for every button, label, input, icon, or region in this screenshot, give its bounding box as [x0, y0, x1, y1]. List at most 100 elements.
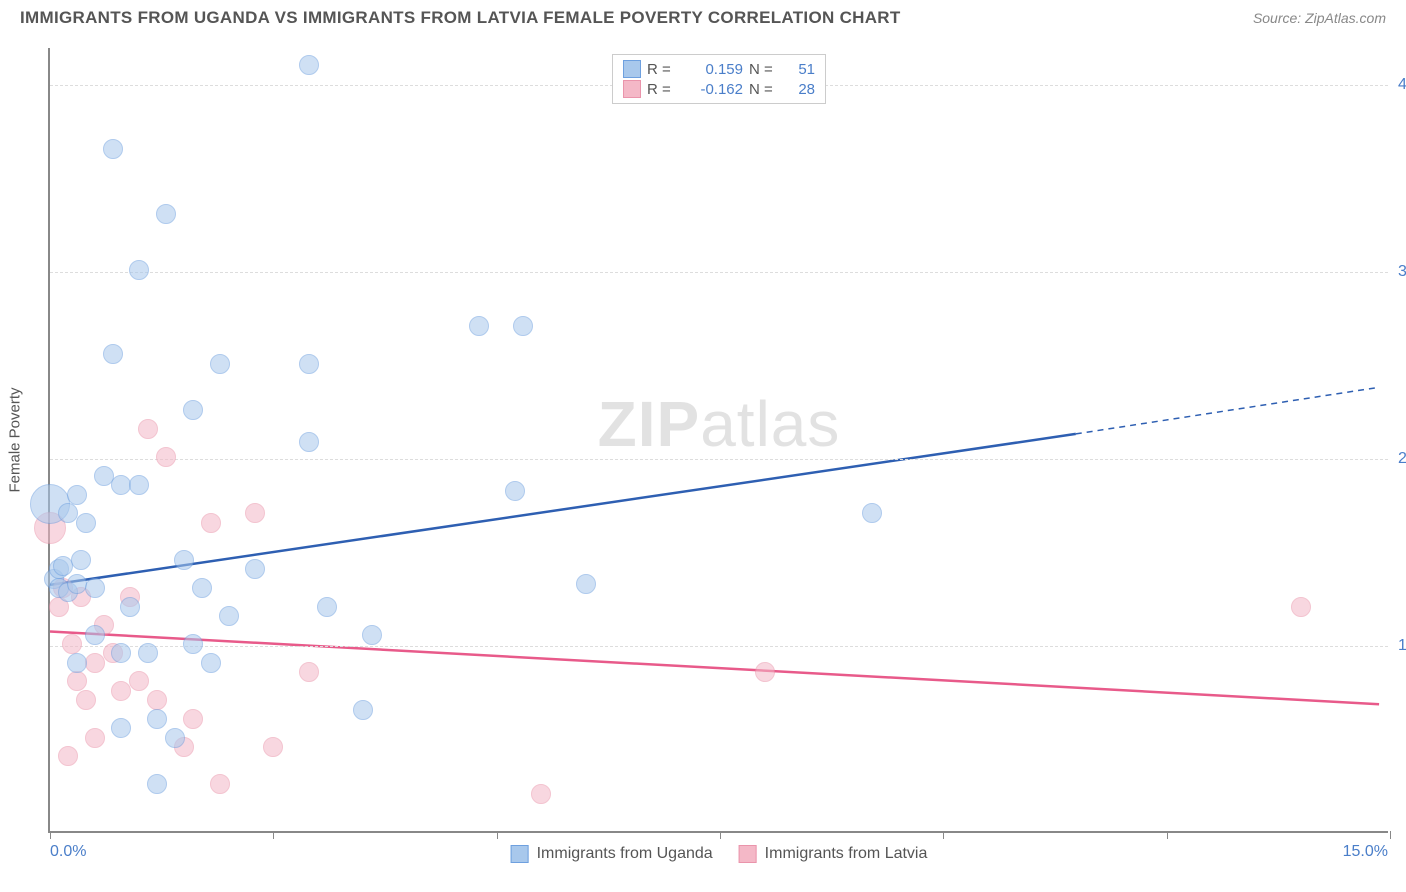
legend-stat-row: R = 0.159 N = 51: [623, 59, 815, 79]
scatter-point: [111, 643, 131, 663]
y-axis-label: Female Poverty: [7, 387, 24, 492]
gridline: [50, 646, 1388, 647]
scatter-point: [85, 578, 105, 598]
scatter-point: [129, 260, 149, 280]
scatter-point: [219, 606, 239, 626]
legend-series: Immigrants from Uganda Immigrants from La…: [511, 845, 928, 863]
legend-swatch: [739, 845, 757, 863]
x-tick: [720, 831, 721, 839]
source-label: Source: ZipAtlas.com: [1253, 10, 1386, 26]
x-tick-label: 15.0%: [1343, 843, 1388, 861]
scatter-point: [85, 728, 105, 748]
scatter-point: [103, 344, 123, 364]
scatter-point: [576, 574, 596, 594]
scatter-point: [165, 728, 185, 748]
scatter-point: [192, 578, 212, 598]
scatter-point: [174, 550, 194, 570]
scatter-point: [111, 718, 131, 738]
legend-swatch: [511, 845, 529, 863]
x-tick: [943, 831, 944, 839]
scatter-point: [505, 481, 525, 501]
scatter-point: [67, 574, 87, 594]
scatter-point: [138, 419, 158, 439]
scatter-point: [129, 475, 149, 495]
r-value: 0.159: [683, 61, 743, 78]
scatter-point: [67, 485, 87, 505]
chart-title: IMMIGRANTS FROM UGANDA VS IMMIGRANTS FRO…: [20, 8, 901, 28]
r-value: -0.162: [683, 81, 743, 98]
scatter-point: [299, 432, 319, 452]
scatter-point: [1291, 597, 1311, 617]
scatter-point: [138, 643, 158, 663]
legend-item: Immigrants from Latvia: [739, 845, 928, 863]
y-tick-label: 10.0%: [1398, 637, 1406, 655]
x-tick: [1390, 831, 1391, 839]
scatter-point: [245, 503, 265, 523]
n-value: 51: [785, 61, 815, 78]
scatter-point: [862, 503, 882, 523]
scatter-point: [147, 690, 167, 710]
scatter-point: [76, 513, 96, 533]
legend-stats: R = 0.159 N = 51 R = -0.162 N = 28: [612, 54, 826, 104]
x-tick-label: 0.0%: [50, 843, 86, 861]
y-tick-label: 40.0%: [1398, 76, 1406, 94]
legend-label: Immigrants from Latvia: [765, 845, 928, 863]
scatter-point: [71, 550, 91, 570]
scatter-point: [755, 662, 775, 682]
scatter-point: [120, 597, 140, 617]
legend-stat-row: R = -0.162 N = 28: [623, 79, 815, 99]
scatter-point: [210, 354, 230, 374]
y-tick-label: 30.0%: [1398, 263, 1406, 281]
y-tick-label: 20.0%: [1398, 450, 1406, 468]
r-label: R =: [647, 61, 677, 78]
scatter-point: [362, 625, 382, 645]
scatter-point: [299, 662, 319, 682]
scatter-point: [353, 700, 373, 720]
legend-swatch: [623, 80, 641, 98]
gridline: [50, 272, 1388, 273]
scatter-point: [147, 774, 167, 794]
n-label: N =: [749, 81, 779, 98]
r-label: R =: [647, 81, 677, 98]
scatter-point: [67, 653, 87, 673]
scatter-point: [513, 316, 533, 336]
legend-swatch: [623, 60, 641, 78]
scatter-point: [129, 671, 149, 691]
n-label: N =: [749, 61, 779, 78]
legend-label: Immigrants from Uganda: [537, 845, 713, 863]
watermark: ZIPatlas: [598, 387, 841, 461]
scatter-point: [201, 653, 221, 673]
x-tick: [50, 831, 51, 839]
scatter-point: [58, 746, 78, 766]
chart-plot-area: Female Poverty ZIPatlas R =0.159N =51R =…: [48, 48, 1388, 833]
scatter-point: [183, 634, 203, 654]
x-tick: [497, 831, 498, 839]
gridline: [50, 459, 1388, 460]
scatter-point: [183, 400, 203, 420]
scatter-point: [531, 784, 551, 804]
n-value: 28: [785, 81, 815, 98]
scatter-point: [469, 316, 489, 336]
scatter-point: [317, 597, 337, 617]
scatter-point: [147, 709, 167, 729]
scatter-point: [67, 671, 87, 691]
scatter-point: [85, 625, 105, 645]
scatter-point: [103, 139, 123, 159]
scatter-point: [156, 204, 176, 224]
scatter-point: [263, 737, 283, 757]
scatter-point: [183, 709, 203, 729]
scatter-point: [111, 681, 131, 701]
trend-lines: [50, 48, 1388, 831]
scatter-point: [76, 690, 96, 710]
scatter-point: [245, 559, 265, 579]
scatter-point: [299, 55, 319, 75]
x-tick: [1167, 831, 1168, 839]
scatter-point: [62, 634, 82, 654]
scatter-point: [299, 354, 319, 374]
scatter-point: [210, 774, 230, 794]
scatter-point: [201, 513, 221, 533]
scatter-point: [156, 447, 176, 467]
scatter-point: [85, 653, 105, 673]
legend-item: Immigrants from Uganda: [511, 845, 713, 863]
x-tick: [273, 831, 274, 839]
